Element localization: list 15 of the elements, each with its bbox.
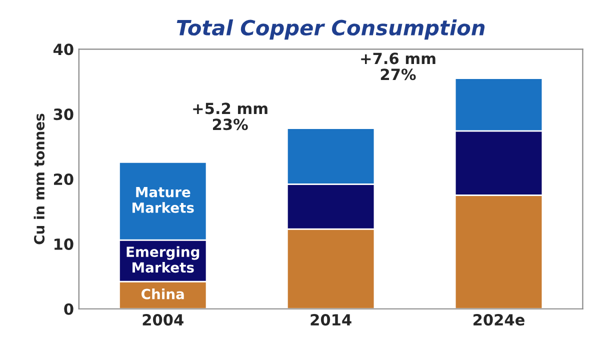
chart-title: Total Copper Consumption [176, 19, 485, 40]
series-label: China [142, 288, 184, 300]
series-label: Mature Markets [132, 187, 194, 213]
y-tick-label: 20 [54, 173, 74, 186]
x-tick-label: 2004 [142, 314, 184, 326]
y-tick-label: 0 [64, 303, 74, 315]
series-label: Emerging Markets [126, 246, 200, 273]
y-tick-label: 10 [54, 238, 74, 250]
x-tick-label: 2014 [310, 314, 352, 326]
annotation: +7.6 mm 27% [361, 52, 436, 80]
y-axis-title: Cu in mm tonnes [34, 114, 45, 244]
y-tick-label: 40 [53, 44, 74, 56]
annotation: +5.2 mm 23% [193, 102, 268, 130]
y-tick-label: 30 [54, 108, 74, 120]
x-tick-label: 2024e [474, 314, 524, 326]
